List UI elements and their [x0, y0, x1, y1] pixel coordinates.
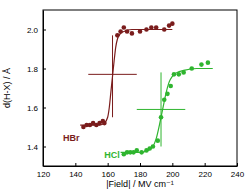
x-tick-label: 160 [101, 170, 115, 179]
y-tick-mark [43, 147, 46, 148]
x-tick-mark [108, 163, 109, 166]
x-axis: 120 140 160 180 200 220 240 [37, 163, 245, 179]
x-tick-label: 240 [231, 170, 245, 179]
data-point [151, 144, 156, 149]
crosshair-horizontal [88, 74, 136, 75]
data-point [125, 29, 130, 34]
crosshair-horizontal [137, 109, 186, 110]
data-point [134, 148, 139, 153]
data-point [138, 29, 143, 34]
data-point [165, 92, 170, 97]
data-point [139, 150, 144, 155]
data-point [102, 121, 107, 126]
y-tick: 2.0 [27, 26, 46, 35]
x-tick-mark [172, 163, 173, 166]
y-tick: 1.4 [27, 143, 46, 152]
data-point [206, 60, 211, 65]
y-axis: 1.4 1.6 1.8 2.0 [27, 11, 46, 167]
y-axis-line [43, 11, 44, 167]
y-tick-mark [43, 69, 46, 70]
x-tick-label: 140 [69, 170, 83, 179]
x-tick-label: 220 [198, 170, 212, 179]
data-point [144, 27, 149, 32]
plot-area [80, 21, 213, 156]
y-tick-mark [43, 108, 46, 109]
data-point [162, 27, 167, 32]
y-tick-label: 1.8 [27, 65, 39, 74]
x-tick-label: 120 [37, 170, 51, 179]
data-point [159, 115, 164, 120]
data-point [168, 84, 173, 89]
x-tick-mark [205, 163, 206, 166]
data-point [149, 25, 154, 30]
y-tick-mark [43, 30, 46, 31]
y-axis-title: d(H-X) / Å [2, 68, 12, 108]
x-tick: 160 [101, 163, 115, 179]
x-tick-mark [140, 163, 141, 166]
fit-curve [121, 69, 213, 153]
data-point [189, 66, 194, 71]
x-tick-mark [75, 163, 76, 166]
data-point [177, 72, 182, 77]
data-point [155, 138, 160, 143]
x-tick: 240 [231, 163, 245, 179]
series-label: HBr [63, 133, 80, 143]
series-label: HCl [104, 150, 120, 160]
data-point [154, 25, 159, 30]
x-axis-line [44, 166, 238, 167]
data-point [122, 25, 127, 30]
data-point [181, 70, 186, 75]
x-tick-label: 200 [166, 170, 180, 179]
y-tick: 1.6 [27, 104, 46, 113]
data-point [115, 33, 120, 38]
data-point [199, 62, 204, 67]
fit-curve [80, 30, 172, 126]
chart: 120 140 160 180 200 220 240 1.4 1.6 1.8 2.0 |Field|… [0, 0, 248, 189]
x-tick: 220 [198, 163, 212, 179]
data-point [170, 21, 175, 26]
data-point [130, 31, 135, 36]
x-tick-label: 180 [134, 170, 148, 179]
crosshair-vertical [112, 35, 113, 117]
x-axis-title: |Field| / MV cm⁻¹ [106, 179, 173, 189]
x-tick: 140 [69, 163, 83, 179]
x-tick: 180 [134, 163, 148, 179]
data-point [118, 29, 123, 34]
data-point [172, 72, 177, 77]
plot-frame [43, 10, 237, 166]
y-tick: 1.8 [27, 65, 46, 74]
y-tick-label: 1.6 [27, 104, 39, 113]
data-point [162, 97, 167, 102]
x-tick-mark [237, 163, 238, 166]
y-tick-label: 2.0 [27, 26, 39, 35]
x-tick: 200 [166, 163, 180, 179]
y-tick-label: 1.4 [27, 143, 39, 152]
